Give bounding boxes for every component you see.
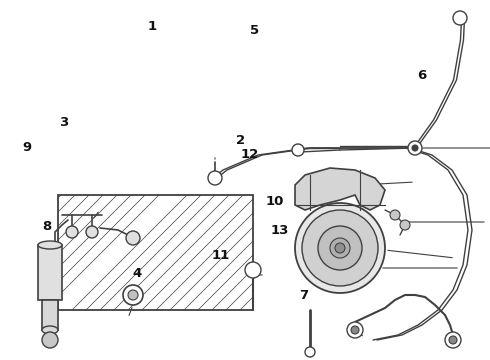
Ellipse shape bbox=[42, 326, 58, 334]
Text: 11: 11 bbox=[211, 249, 230, 262]
Circle shape bbox=[453, 11, 467, 25]
Circle shape bbox=[390, 210, 400, 220]
Text: 12: 12 bbox=[241, 148, 259, 161]
Text: 8: 8 bbox=[42, 220, 51, 233]
Circle shape bbox=[295, 203, 385, 293]
Circle shape bbox=[126, 231, 140, 245]
Text: 5: 5 bbox=[250, 24, 259, 37]
Circle shape bbox=[245, 262, 261, 278]
Circle shape bbox=[347, 322, 363, 338]
Circle shape bbox=[330, 238, 350, 258]
Text: 4: 4 bbox=[133, 267, 142, 280]
Circle shape bbox=[400, 220, 410, 230]
Bar bbox=[42, 300, 58, 330]
Circle shape bbox=[335, 243, 345, 253]
Circle shape bbox=[86, 226, 98, 238]
Circle shape bbox=[302, 210, 378, 286]
Bar bbox=[38, 245, 62, 300]
Circle shape bbox=[445, 332, 461, 348]
Text: 7: 7 bbox=[299, 289, 308, 302]
Circle shape bbox=[292, 144, 304, 156]
Circle shape bbox=[208, 171, 222, 185]
Text: 2: 2 bbox=[236, 134, 245, 147]
Text: 13: 13 bbox=[270, 224, 289, 237]
Bar bbox=[58, 195, 253, 310]
Text: 3: 3 bbox=[59, 116, 68, 129]
Text: 10: 10 bbox=[265, 195, 284, 208]
Text: 1: 1 bbox=[147, 21, 156, 33]
Circle shape bbox=[123, 285, 143, 305]
Circle shape bbox=[305, 347, 315, 357]
Circle shape bbox=[449, 336, 457, 344]
Ellipse shape bbox=[38, 241, 62, 249]
Circle shape bbox=[128, 290, 138, 300]
Polygon shape bbox=[295, 168, 385, 210]
Circle shape bbox=[318, 226, 362, 270]
Circle shape bbox=[408, 141, 422, 155]
Text: 9: 9 bbox=[23, 141, 31, 154]
Circle shape bbox=[351, 326, 359, 334]
Circle shape bbox=[412, 145, 418, 151]
Text: 6: 6 bbox=[417, 69, 426, 82]
Circle shape bbox=[66, 226, 78, 238]
Circle shape bbox=[42, 332, 58, 348]
